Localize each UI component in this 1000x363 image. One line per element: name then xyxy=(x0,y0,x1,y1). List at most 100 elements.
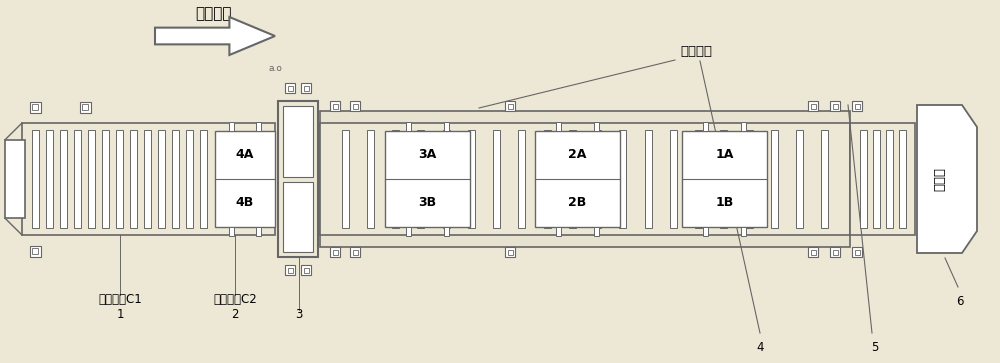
Bar xyxy=(808,101,818,111)
Bar xyxy=(444,227,449,236)
Bar xyxy=(144,130,151,228)
Bar xyxy=(82,104,88,110)
Bar xyxy=(283,182,313,252)
Bar xyxy=(283,106,313,176)
Bar xyxy=(320,111,850,247)
Bar xyxy=(172,130,179,228)
Bar xyxy=(493,130,500,228)
Bar xyxy=(594,122,599,131)
Bar xyxy=(288,268,292,273)
Text: 4B: 4B xyxy=(236,196,254,209)
Bar xyxy=(278,101,318,257)
Bar xyxy=(285,265,295,275)
Bar xyxy=(852,247,862,257)
Bar xyxy=(594,227,599,236)
Text: 5: 5 xyxy=(871,341,879,354)
Bar xyxy=(850,123,915,235)
Text: 3B: 3B xyxy=(418,196,437,209)
Bar xyxy=(535,131,620,227)
Bar xyxy=(80,102,90,113)
Bar xyxy=(32,248,38,254)
Bar xyxy=(406,122,411,131)
Bar xyxy=(619,130,626,228)
Text: 4A: 4A xyxy=(236,148,254,162)
Polygon shape xyxy=(917,105,977,253)
Bar xyxy=(872,130,880,228)
Text: 1A: 1A xyxy=(715,148,734,162)
Bar xyxy=(60,130,67,228)
Bar xyxy=(304,86,308,90)
Text: a.o: a.o xyxy=(268,64,282,73)
Bar xyxy=(898,130,906,228)
Bar xyxy=(215,131,275,227)
Bar xyxy=(854,249,860,254)
Text: 2: 2 xyxy=(231,308,239,321)
Bar xyxy=(569,130,576,228)
Bar xyxy=(229,227,234,236)
Bar xyxy=(810,249,816,254)
Bar xyxy=(256,122,261,131)
Text: 上料辊道C2: 上料辊道C2 xyxy=(213,293,257,306)
Text: 炉内辊道: 炉内辊道 xyxy=(680,45,712,58)
Bar xyxy=(350,101,360,111)
Bar xyxy=(352,249,358,254)
Bar xyxy=(320,123,850,235)
Text: 2B: 2B xyxy=(568,196,587,209)
Bar xyxy=(720,130,727,228)
Bar xyxy=(508,249,512,254)
Bar xyxy=(22,123,275,235)
Bar xyxy=(5,140,25,218)
Bar xyxy=(32,130,39,228)
Bar xyxy=(771,130,778,228)
Bar xyxy=(544,130,551,228)
Bar xyxy=(860,130,866,228)
Bar xyxy=(332,249,338,254)
Text: 3: 3 xyxy=(295,308,303,321)
Bar xyxy=(556,122,561,131)
Bar xyxy=(832,249,838,254)
Bar xyxy=(229,122,234,131)
Bar xyxy=(392,130,399,228)
Bar xyxy=(186,130,193,228)
Bar xyxy=(350,247,360,257)
Text: 4: 4 xyxy=(756,341,764,354)
Text: 物流方向: 物流方向 xyxy=(195,6,231,21)
Bar xyxy=(301,83,311,93)
Text: 6: 6 xyxy=(956,295,964,308)
Bar xyxy=(746,130,753,228)
Bar xyxy=(304,268,308,273)
Bar xyxy=(518,130,525,228)
Bar xyxy=(796,130,803,228)
Bar xyxy=(417,130,424,228)
Bar xyxy=(74,130,81,228)
Bar xyxy=(852,101,862,111)
Bar xyxy=(285,83,295,93)
Bar xyxy=(444,122,449,131)
Text: 淬火机: 淬火机 xyxy=(933,167,946,191)
Bar xyxy=(158,130,165,228)
Bar xyxy=(32,104,38,110)
Bar xyxy=(832,103,838,109)
Bar xyxy=(810,103,816,109)
Bar xyxy=(352,103,358,109)
Bar xyxy=(830,247,840,257)
Bar xyxy=(88,130,95,228)
Text: 上料辊道C1: 上料辊道C1 xyxy=(98,293,142,306)
Bar xyxy=(821,130,828,228)
Bar xyxy=(256,227,261,236)
Bar xyxy=(468,130,475,228)
Bar xyxy=(854,103,860,109)
Bar xyxy=(741,227,746,236)
Bar xyxy=(342,130,349,228)
Bar xyxy=(30,245,40,257)
Bar xyxy=(508,103,512,109)
Bar xyxy=(505,247,515,257)
Bar xyxy=(367,130,374,228)
Bar xyxy=(288,86,292,90)
Bar xyxy=(695,130,702,228)
Bar xyxy=(808,247,818,257)
Bar xyxy=(301,265,311,275)
Bar xyxy=(130,130,137,228)
Bar xyxy=(505,101,515,111)
Text: 2A: 2A xyxy=(568,148,587,162)
